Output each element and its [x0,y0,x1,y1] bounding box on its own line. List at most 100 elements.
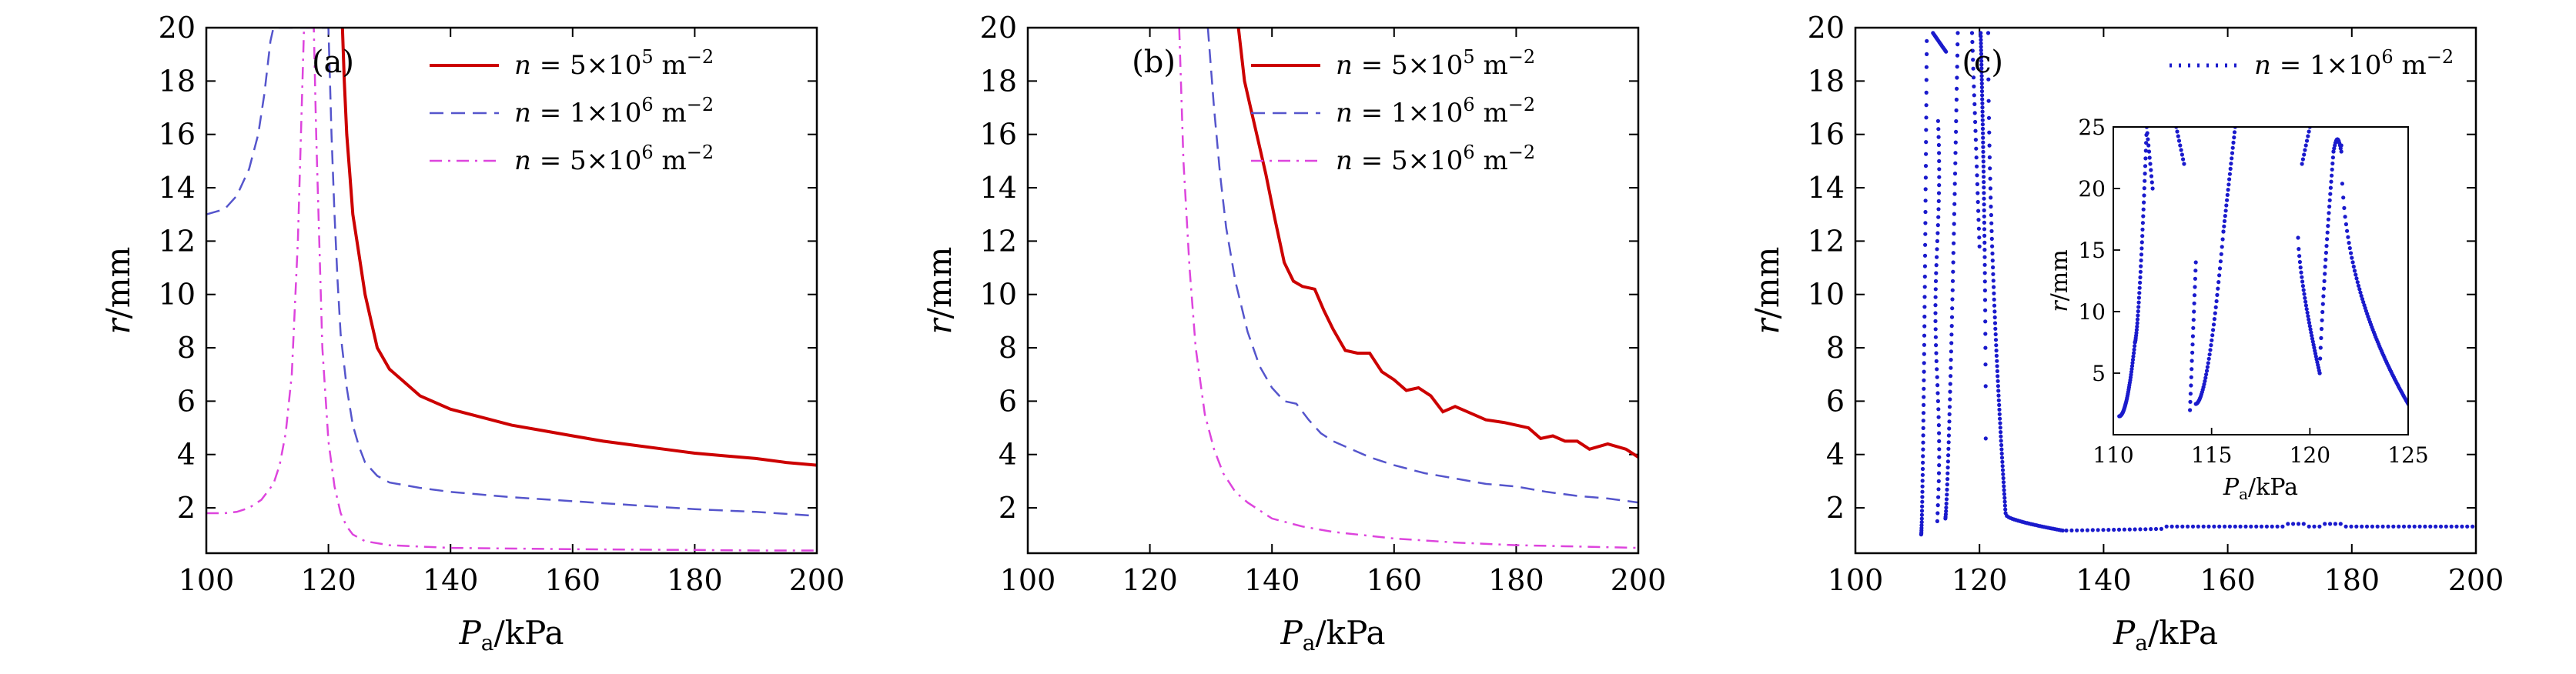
data-point [1946,440,1951,445]
data-point [1979,34,1983,38]
data-point [1981,154,1986,159]
data-point [1922,295,1927,299]
x-tick-label: 140 [2076,563,2132,597]
data-point [1983,308,1988,312]
data-point [1980,93,1985,98]
data-point [1922,386,1926,391]
inset-data-point [2330,173,2334,178]
data-point [2153,526,2159,532]
data-point [1989,195,1993,200]
inset-data-point [2307,324,2312,329]
inset-data-point [2304,307,2309,312]
inset-data-point [2325,237,2330,242]
inset-data-point [2302,292,2307,296]
data-point [1990,251,1995,256]
data-point [1997,407,2002,412]
inset-data-point [2298,265,2303,270]
data-point [1937,183,1942,188]
inset-data-point [2139,258,2143,263]
data-point [1982,227,1987,232]
inset-data-point [2228,166,2233,171]
y-tick-label: 10 [159,278,196,312]
y-tick-label: 6 [999,384,1017,418]
data-point [1923,187,1928,192]
data-point [1949,358,1953,362]
data-point [1979,31,1983,35]
data-point [1999,447,2004,452]
legend-entry-1: n = 1×106 m−2 [2254,46,2454,81]
data-point [1982,214,1986,219]
plot-area [206,28,817,552]
inset-data-point [2327,198,2332,202]
data-point [1979,45,1983,49]
inset-data-point [2220,237,2225,242]
data-point [1936,407,1941,412]
data-point [2133,527,2137,532]
inset-data-point [2192,293,2197,298]
inset-data-point [2140,221,2145,225]
inset-data-point [2358,290,2363,295]
data-point [1988,166,1992,171]
data-point [1993,332,1998,337]
inset-data-point [2310,339,2315,344]
data-point [1972,111,1977,115]
inset-x-label: Pa/kPa [2223,474,2298,503]
data-point [2407,524,2411,529]
data-point [1954,118,1959,124]
data-point [1922,274,1927,279]
data-point [1993,338,1999,342]
data-point [2286,522,2290,526]
data-point [1946,433,1951,438]
data-point [1923,199,1928,203]
inset-data-point [2176,138,2182,143]
inset-data-point [2203,379,2207,383]
inset-data-point [2222,219,2227,223]
data-point [2401,524,2407,529]
data-point [1919,516,1924,521]
inset-y-tick-label: 15 [2078,238,2106,263]
data-point [1975,199,1980,205]
y-tick-label: 4 [999,438,1017,472]
data-point [1922,395,1926,399]
data-point [1950,288,1955,292]
data-point [1922,314,1927,319]
data-point [1919,512,1924,517]
data-point [1972,84,1976,88]
inset-data-point [2227,177,2232,182]
data-point [1982,271,1987,275]
inset-data-point [2175,129,2180,134]
data-point [2296,522,2301,526]
data-point [2301,522,2306,526]
data-point [1947,405,1952,409]
data-point [1935,399,1940,404]
inset-data-point [2326,224,2330,229]
data-point [2333,522,2337,526]
data-point [1995,364,1999,369]
data-point [2238,524,2243,529]
inset-x-tick-label: 120 [2290,442,2330,468]
data-point [1952,202,1957,206]
inset-data-point [2300,157,2305,162]
data-point [1982,180,1986,185]
legend-entry-3: n = 5×106 m−2 [1336,142,1535,176]
data-point [1982,202,1986,207]
data-point [1936,142,1941,148]
data-point [1989,221,1994,225]
data-point [1937,175,1942,179]
legend-exp: 6 [641,142,653,163]
data-point [2002,499,2007,504]
data-point [1950,279,1955,283]
y-tick-label: 12 [1808,224,1845,258]
data-point [1998,416,2002,421]
data-point [1935,391,1940,395]
inset-data-point [2129,364,2135,369]
inset-data-point [2188,392,2193,396]
data-point [1924,65,1929,69]
y-axis-unit: /mm [1748,247,1786,319]
y-axis-symbol: r [921,316,958,334]
data-point [1986,31,1991,35]
inset-data-point [2323,272,2327,276]
inset-data-point [2345,229,2350,233]
data-point [2212,524,2216,529]
legend-exp: 5 [1463,46,1474,68]
